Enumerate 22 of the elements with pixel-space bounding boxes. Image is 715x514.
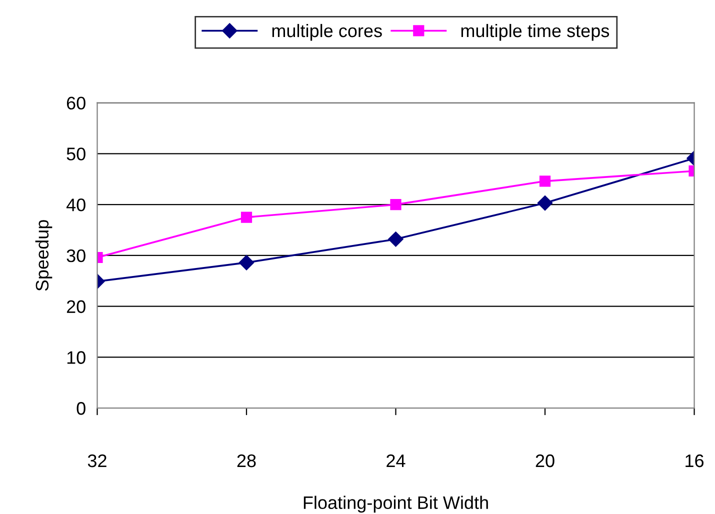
legend-label: multiple time steps xyxy=(461,24,610,41)
y-tick-label: 50 xyxy=(66,148,86,160)
y-tick-label: 20 xyxy=(66,300,86,314)
point xyxy=(390,199,402,210)
y-axis-title: Speedup xyxy=(35,220,52,291)
y-tick-label: 60 xyxy=(66,96,86,110)
y-tick-label: 0 xyxy=(76,402,86,415)
x-tick-label: 24 xyxy=(386,454,406,468)
point xyxy=(240,212,252,223)
point xyxy=(537,195,553,211)
x-tick-label: 20 xyxy=(536,454,554,468)
point xyxy=(238,255,254,270)
y-tick-label: 40 xyxy=(66,198,86,212)
x-axis-title: Floating-point Bit Width xyxy=(304,496,488,513)
y-tick-label: 10 xyxy=(67,351,86,364)
x-tick-label: 32 xyxy=(88,454,106,468)
y-tick-label: 30 xyxy=(66,249,86,262)
point xyxy=(539,176,551,187)
legend-label: multiple cores xyxy=(272,24,382,41)
x-tick-label: 28 xyxy=(237,454,256,468)
point xyxy=(388,232,404,247)
x-tick-label: 16 xyxy=(686,454,704,468)
